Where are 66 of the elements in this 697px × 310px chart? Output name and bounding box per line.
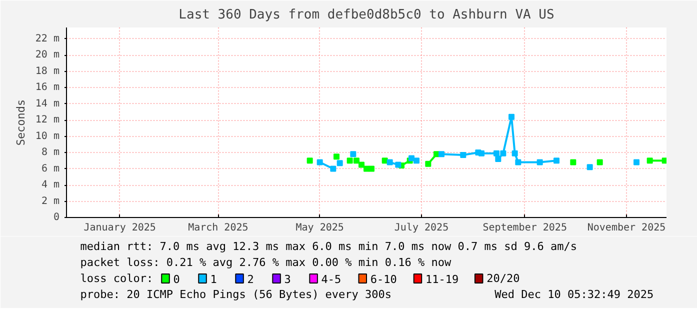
text: median rtt: 7.0 ms avg 12.3 ms max 6.0 ms min 7.0 ms now 0.7 ms sd 9.6 am/s	[80, 240, 577, 253]
point	[512, 150, 518, 156]
x-tick-label: September 2025	[482, 222, 567, 234]
text: probe: 20 ICMP Echo Pings (56 Bytes) every 300s	[80, 288, 392, 301]
legend-label: 1	[210, 273, 217, 286]
point	[554, 158, 560, 164]
point	[662, 158, 666, 164]
x-tick-label: May 2025	[296, 222, 344, 234]
point	[336, 160, 343, 166]
point	[495, 156, 502, 162]
y-tick-label: 12 m	[35, 114, 60, 126]
point	[334, 154, 340, 160]
text: packet loss: 0.21 % avg 2.76 % max 0.00 % min 0.16 % now	[80, 256, 452, 269]
legend-label: 11-19	[425, 273, 459, 286]
point	[358, 162, 364, 168]
point	[350, 151, 356, 158]
x-tick-label: March 2025	[188, 222, 248, 234]
point	[460, 152, 466, 158]
y-tick-label: 0	[53, 212, 60, 223]
point	[368, 166, 374, 172]
point	[508, 114, 514, 120]
y-tick-label: 16 m	[35, 82, 60, 94]
legend-label: 20/20	[486, 272, 520, 285]
point	[646, 158, 653, 164]
y-tick-label: 22 m	[35, 33, 60, 44]
legend-title: loss color:	[80, 272, 154, 285]
text: Wed Dec 10 05:32:49 2025	[494, 288, 654, 301]
point	[306, 158, 313, 164]
point	[586, 164, 593, 170]
y-tick-label: 6 m	[41, 163, 60, 174]
point	[346, 158, 353, 164]
point	[330, 166, 336, 172]
point	[596, 159, 603, 166]
chart-title: Last 360 Days from defbe0d8b5c0 to Ashburn VA US	[178, 8, 554, 22]
point	[354, 158, 360, 164]
point	[316, 159, 323, 166]
y-tick-label: 20 m	[35, 50, 60, 61]
point	[515, 159, 522, 166]
point	[536, 159, 543, 166]
legend-label: 0	[173, 273, 180, 286]
point	[382, 158, 388, 164]
x-tick-label: January 2025	[84, 222, 156, 234]
point	[438, 151, 444, 158]
y-tick-label: 14 m	[35, 98, 60, 110]
legend-label: 3	[284, 273, 291, 286]
point	[425, 160, 432, 167]
point	[478, 150, 484, 156]
point	[414, 158, 420, 164]
legend-label: 2	[247, 273, 254, 286]
y-tick-label: 2 m	[41, 196, 60, 207]
point	[395, 162, 402, 168]
point	[570, 159, 576, 166]
y-tick-label: 4 m	[41, 180, 60, 191]
point	[500, 150, 506, 156]
point	[634, 159, 640, 166]
y-tick-label: 8 m	[41, 147, 60, 158]
legend-label: 6-10	[370, 273, 397, 286]
y-axis-title: Seconds	[14, 99, 28, 146]
point	[494, 150, 500, 156]
x-tick-label: November 2025	[587, 222, 666, 234]
x-tick-label: July 2025	[394, 222, 449, 234]
legend-label: 4-5	[321, 273, 342, 286]
y-tick-label: 18 m	[35, 66, 60, 77]
y-tick-label: 10 m	[35, 130, 60, 142]
point	[386, 159, 393, 166]
point	[408, 155, 414, 162]
